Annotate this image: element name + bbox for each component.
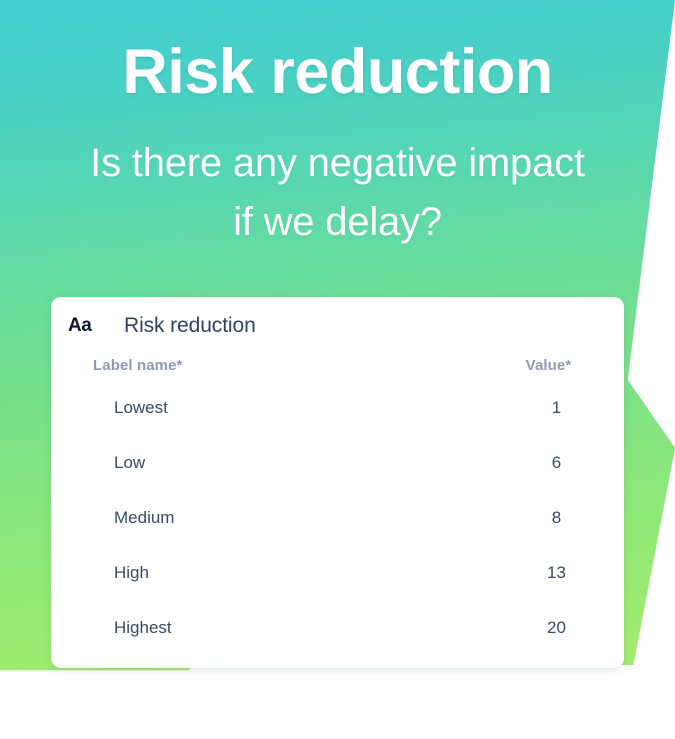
text-format-icon[interactable]: Aa: [68, 315, 92, 336]
row-label: Low: [114, 452, 146, 472]
row-label: Highest: [114, 617, 172, 637]
background-diagonal-cut-bottom: [143, 665, 675, 739]
table-row[interactable]: Lowest 1: [51, 380, 624, 435]
table-header-row: Label name* Value*: [51, 357, 624, 380]
row-label: High: [114, 562, 149, 582]
row-value: 1: [551, 397, 562, 417]
row-label: Medium: [114, 507, 175, 527]
row-value: 20: [547, 617, 566, 637]
row-value: 13: [547, 562, 566, 582]
table-row[interactable]: High 13: [51, 545, 624, 600]
table-row[interactable]: Highest 20: [51, 600, 624, 655]
card-title: Risk reduction: [124, 314, 256, 337]
row-label: Lowest: [114, 397, 168, 417]
risk-values-table: Label name* Value* Lowest 1 Low 6 Medium…: [51, 357, 624, 655]
risk-reduction-card: Aa Risk reduction Label name* Value* Low…: [51, 297, 624, 668]
card-header: Aa Risk reduction: [51, 297, 624, 336]
row-value: 6: [551, 452, 562, 472]
column-header-value: Value*: [525, 357, 572, 374]
table-header: Label name* Value*: [51, 357, 624, 380]
table-row[interactable]: Medium 8: [51, 490, 624, 545]
table-row[interactable]: Low 6: [51, 435, 624, 490]
table-body: Lowest 1 Low 6 Medium 8 High 13 Highest: [51, 380, 624, 655]
row-value: 8: [551, 507, 562, 527]
column-header-label-name: Label name*: [93, 357, 183, 374]
